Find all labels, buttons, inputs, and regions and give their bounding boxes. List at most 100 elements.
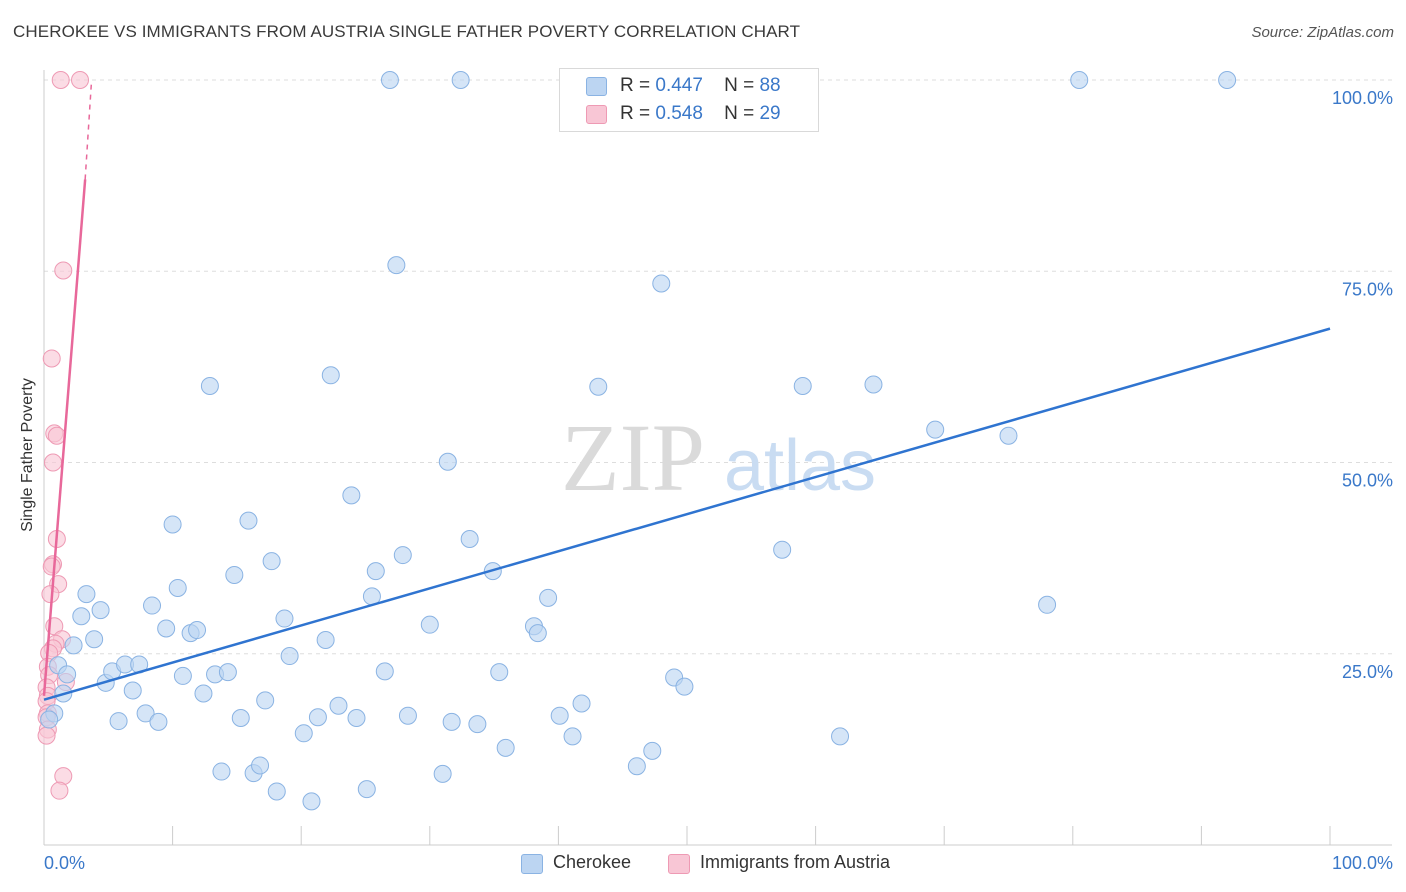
cherokee-point (451, 71, 470, 89)
cherokee-point (225, 565, 244, 584)
cherokee-point (460, 530, 479, 548)
cherokee-point (652, 274, 671, 293)
cherokee-points (40, 71, 1237, 811)
austria-point (42, 557, 61, 576)
cherokee-point (91, 601, 110, 620)
cherokee-point (267, 782, 286, 801)
cherokee-point (316, 630, 335, 649)
austria-n-value: 29 (759, 103, 781, 124)
y-tick-label: 75.0% (1342, 279, 1393, 299)
cherokee-point (302, 792, 321, 811)
cherokee-point (643, 741, 662, 760)
source-credit: Source: ZipAtlas.com (1251, 24, 1394, 41)
cherokee-point (550, 706, 569, 725)
gridlines (44, 79, 1392, 655)
cherokee-point (157, 619, 176, 638)
cherokee-point (342, 486, 361, 505)
austria-point (47, 426, 66, 445)
cherokee-point (136, 704, 155, 723)
cherokee-point (468, 715, 487, 734)
austria-trend-line (42, 179, 87, 696)
austria-trend-extension (84, 79, 93, 180)
cherokee-point (173, 666, 192, 685)
cherokee-point (999, 426, 1018, 445)
cherokee-point (442, 712, 461, 731)
austria-point (51, 71, 70, 89)
n-label: N = (724, 103, 755, 124)
cherokee-point (393, 546, 412, 565)
cherokee-point (231, 709, 250, 728)
n-label: N = (724, 75, 755, 96)
cherokee-point (1070, 71, 1089, 89)
cherokee-point (200, 377, 219, 395)
chart-title: CHEROKEE VS IMMIGRANTS FROM AUSTRIA SING… (13, 22, 801, 41)
cherokee-point (77, 585, 96, 604)
cherokee-point (280, 647, 299, 666)
stats-legend: R = 0.447 N = 88 R = 0.548 N = 29 (559, 68, 819, 132)
cherokee-point (275, 609, 294, 628)
cherokee-point (375, 662, 394, 681)
austria-point (37, 726, 56, 745)
x-tick-label-max: 100.0% (1332, 853, 1393, 873)
r-label: R = (620, 75, 651, 96)
austria-swatch (586, 105, 607, 124)
cherokee-point (72, 607, 91, 626)
cherokee-point (387, 256, 406, 275)
cherokee-point (321, 366, 340, 385)
legend-label-cherokee: Cherokee (553, 852, 632, 872)
cherokee-legend-swatch (521, 854, 543, 874)
y-tick-label: 50.0% (1342, 471, 1393, 491)
austria-point (71, 71, 90, 89)
cherokee-n-value: 88 (759, 75, 781, 96)
cherokee-point (589, 377, 608, 396)
cherokee-point (366, 562, 385, 581)
axes (43, 70, 1392, 846)
cherokee-point (194, 684, 213, 703)
cherokee-point (864, 375, 883, 394)
cherokee-point (438, 452, 457, 471)
legend-label-austria: Immigrants from Austria (700, 852, 891, 872)
y-tick-label: 100.0% (1332, 88, 1393, 108)
cherokee-point (308, 708, 327, 727)
austria-point (42, 349, 61, 368)
cherokee-r-value: 0.447 (655, 75, 703, 96)
immigrants-from-austria-points (37, 71, 90, 800)
cherokee-point (40, 710, 59, 729)
cherokee-point (347, 709, 366, 728)
cherokee-point (563, 727, 582, 746)
cherokee-point (85, 630, 104, 649)
cherokee-point (357, 780, 376, 799)
cherokee-point (490, 663, 509, 682)
cherokee-point (149, 712, 168, 731)
cherokee-point (831, 727, 850, 746)
cherokee-point (539, 588, 558, 607)
cherokee-point (256, 691, 275, 710)
cherokee-point (627, 757, 646, 776)
austria-point (50, 781, 69, 800)
series-legend: Cherokee Immigrants from Austria (0, 852, 1406, 876)
cherokee-point (212, 762, 231, 781)
x-tick-label-min: 0.0% (44, 853, 85, 873)
austria-point (44, 453, 63, 472)
cherokee-point (398, 706, 417, 725)
cherokee-point (168, 578, 187, 597)
cherokee-point (420, 615, 439, 634)
cherokee-point (433, 764, 452, 783)
watermark: ZIP atlas (561, 404, 876, 511)
cherokee-point (123, 681, 142, 700)
tick-labels: 25.0% 50.0% 75.0% 100.0% 0.0% 100.0% (44, 88, 1393, 873)
r-label: R = (620, 103, 651, 124)
watermark-zip: ZIP (561, 404, 705, 511)
cherokee-point (109, 712, 128, 731)
cherokee-point (528, 624, 547, 643)
cherokee-point (239, 511, 258, 530)
y-tick-label: 25.0% (1342, 662, 1393, 682)
cherokee-point (64, 636, 83, 655)
cherokee-point (773, 540, 792, 559)
y-axis-label: Single Father Poverty (19, 378, 36, 532)
cherokee-point (793, 377, 812, 395)
trend-lines (42, 79, 1331, 701)
cherokee-point (58, 665, 77, 684)
cherokee-point (188, 621, 207, 640)
